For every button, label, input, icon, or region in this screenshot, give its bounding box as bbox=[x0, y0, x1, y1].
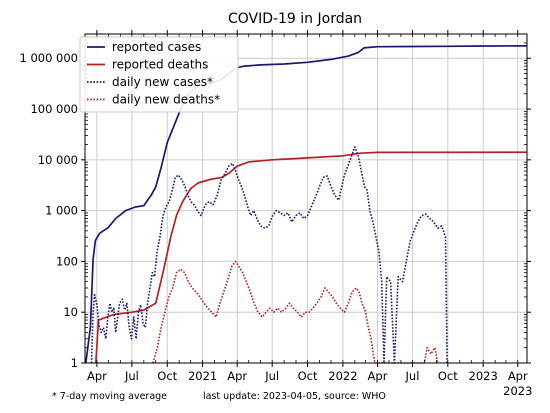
x-tick-label: 2021 bbox=[188, 369, 217, 383]
x-tick-label: Apr bbox=[227, 369, 247, 383]
x-tick-label: Oct bbox=[438, 369, 458, 383]
y-tick-label: 10 000 bbox=[38, 153, 78, 167]
x-tick-label: Apr bbox=[368, 369, 388, 383]
series-line-3 bbox=[90, 146, 448, 364]
x-tick-label: 2022 bbox=[328, 369, 357, 383]
y-tick-label: 10 bbox=[63, 305, 78, 319]
legend-label: daily new cases* bbox=[112, 75, 213, 89]
x-tick-label: Apr 2023 bbox=[503, 369, 532, 398]
update-note: last update: 2023-04-05, source: WHO bbox=[203, 391, 386, 402]
x-tick-label: Apr bbox=[87, 369, 107, 383]
footnote: * 7-day moving average bbox=[52, 391, 167, 402]
series-line-2 bbox=[94, 151, 528, 364]
x-tick-label: Oct bbox=[157, 369, 177, 383]
x-tick-label: Jul bbox=[405, 369, 420, 383]
x-tick-label: 2023 bbox=[469, 369, 498, 383]
x-tick-label: Jul bbox=[124, 369, 139, 383]
y-tick-label: 100 bbox=[56, 254, 78, 268]
y-tick-label: 100 000 bbox=[30, 102, 78, 116]
y-tick-label: 1 000 000 bbox=[19, 51, 78, 65]
legend-box bbox=[79, 36, 239, 113]
series-line-4 bbox=[152, 260, 439, 364]
x-tick-label: Jul bbox=[264, 369, 279, 383]
chart-title: COVID-19 in Jordan bbox=[228, 11, 362, 27]
legend: reported cases reported deaths daily new c… bbox=[79, 36, 239, 113]
legend-label: reported deaths bbox=[112, 58, 208, 72]
legend-label: reported cases bbox=[112, 40, 201, 54]
axis-ticks: 1 10 100 1 000 10 000 100 000 1 000 000 Apr Jul O… bbox=[19, 30, 532, 398]
y-tick-label: 1 bbox=[71, 356, 78, 370]
y-tick-label: 1 000 bbox=[45, 204, 78, 218]
x-tick-label: Oct bbox=[298, 369, 318, 383]
plot-frame bbox=[84, 33, 528, 364]
legend-label: daily new deaths* bbox=[112, 93, 220, 107]
